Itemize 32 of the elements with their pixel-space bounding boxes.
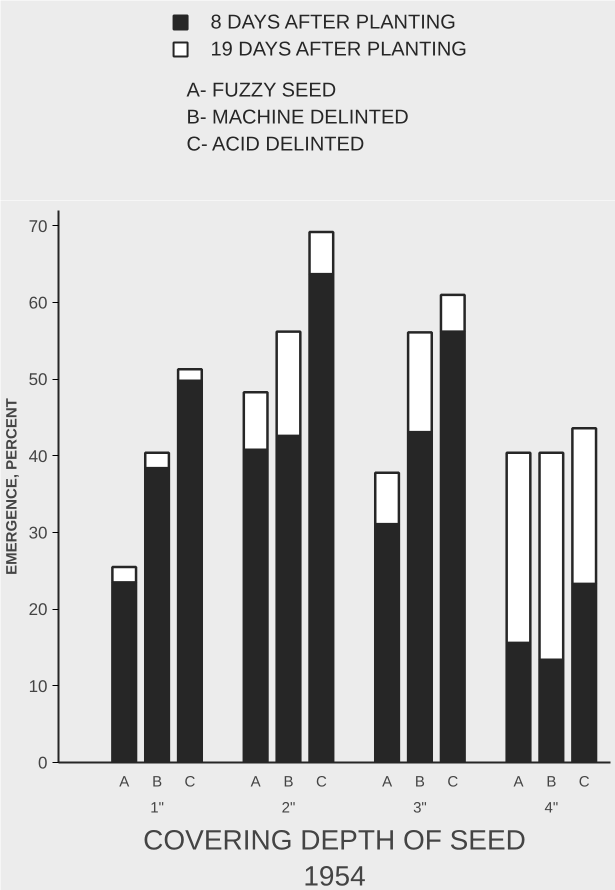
text: 2" [282,800,296,816]
y-axis-title: EMERGENCE, PERCENT [4,398,21,575]
x-tick-label: A [250,774,261,790]
y-tick-label: 40 [28,446,48,466]
text: 1" [150,800,164,816]
y-tick-label: 10 [28,676,48,696]
x-tick-label: A [514,774,524,790]
x-tick-label: A [382,774,392,790]
x-axis-title: COVERING DEPTH OF SEED [143,824,526,856]
text: 1954 [303,860,366,890]
y-tick-label: 20 [28,600,48,620]
y-tick-label: 70 [28,216,48,236]
y-tick-label: 30 [28,524,48,542]
x-tick-label: B [414,774,425,790]
legend-label: 8 DAYS AFTER PLANTING [210,12,456,34]
text: B- MACHINE DELINTED [186,106,409,128]
x-tick-label: B [284,774,294,790]
legend-label: 19 DAYS AFTER PLANTING [210,38,467,60]
x-tick-label: C [184,774,196,790]
x-tick-label: C [578,774,590,790]
y-tick-label: 50 [28,370,48,390]
x-tick-label: C [447,774,458,790]
text: 4" [544,800,558,816]
x-tick-label: C [316,774,327,790]
text: C- ACID DELINTED [186,134,364,156]
x-tick-label: A [119,774,130,790]
x-tick-label: B [152,774,162,790]
y-tick-label: 60 [28,294,48,312]
text: A- FUZZY SEED [186,80,336,102]
text: 3" [413,800,427,816]
x-tick-label: B [546,774,556,790]
y-tick-label: 0 [38,754,48,772]
